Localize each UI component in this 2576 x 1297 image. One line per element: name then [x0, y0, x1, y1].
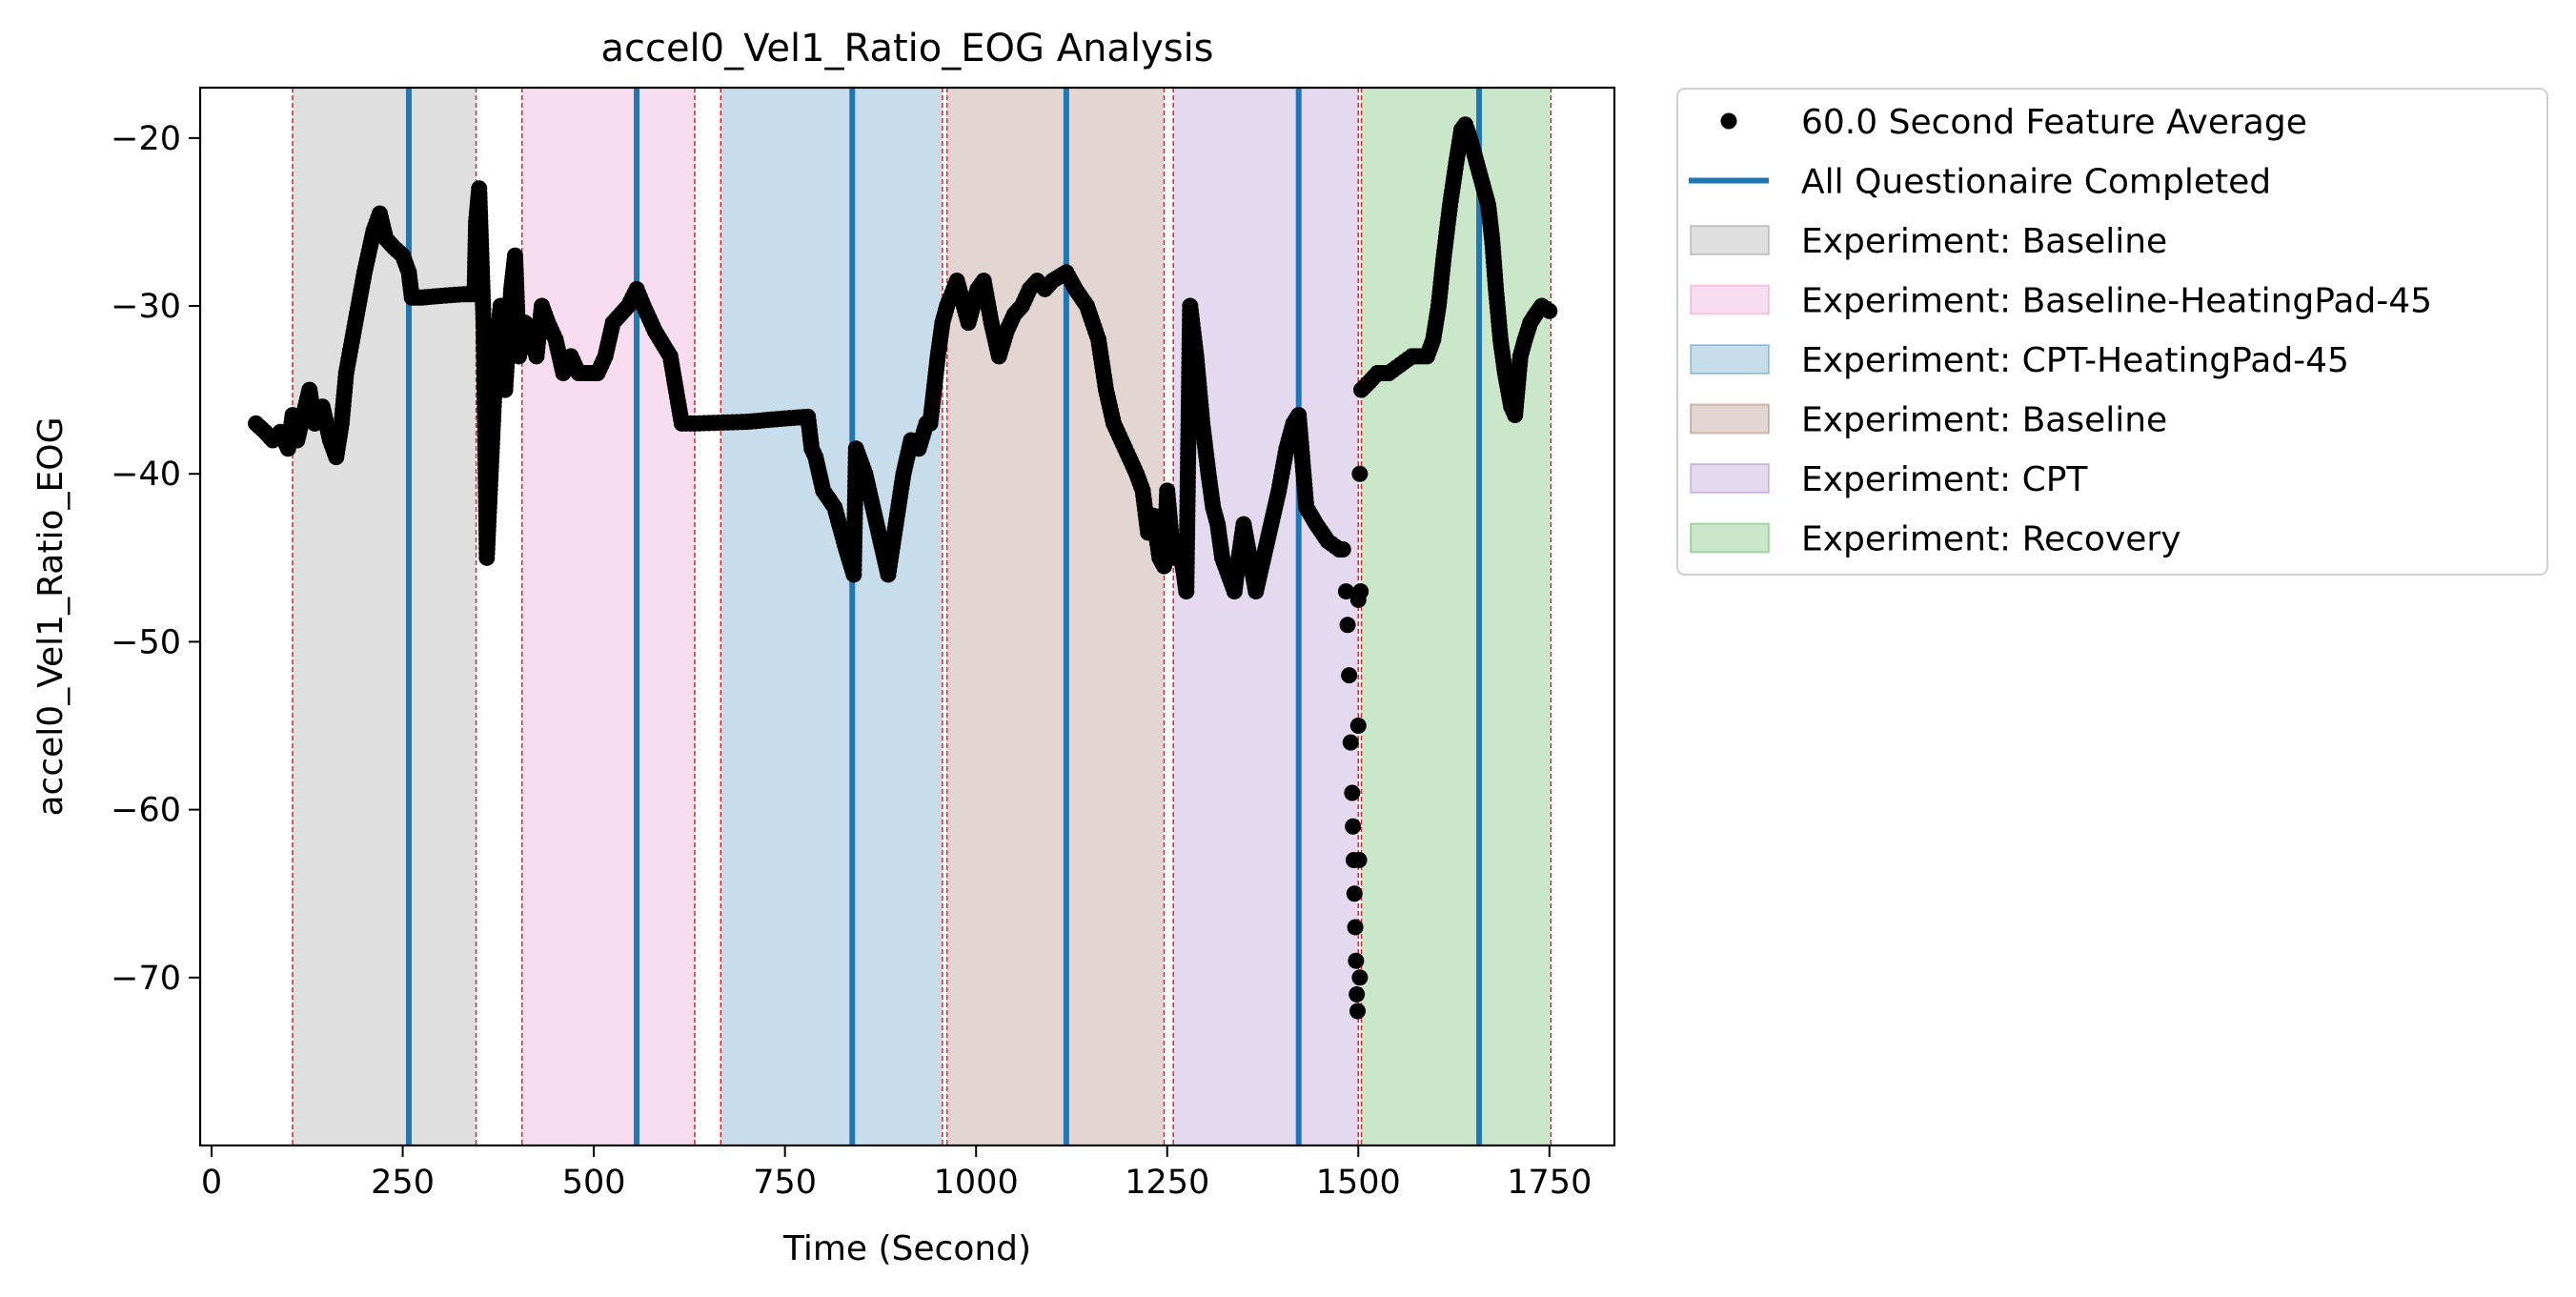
x-tick-label-5: 1250 — [1125, 1164, 1209, 1202]
legend-label-5: Experiment: Baseline — [1801, 401, 2167, 440]
x-tick-label-4: 1000 — [934, 1164, 1019, 1202]
legend-frame — [1676, 88, 2548, 576]
experiment-span-5 — [1361, 88, 1552, 1145]
data-points — [248, 116, 1558, 1020]
experiment-span-4 — [1173, 88, 1359, 1145]
legend-patch-6 — [1690, 463, 1770, 494]
data-point-1116 — [1334, 541, 1351, 558]
legend-patch-2 — [1690, 225, 1770, 255]
data-point-1133 — [1351, 465, 1369, 482]
legend-marker-0 — [1720, 112, 1737, 130]
data-point-1303 — [1541, 302, 1558, 319]
legend-patch-4 — [1690, 344, 1770, 375]
y-tick-label-0: −20 — [111, 120, 181, 158]
data-point-1132 — [1351, 969, 1369, 986]
data-point-1131 — [1350, 851, 1368, 868]
data-point-1120 — [1342, 734, 1359, 751]
legend-label-3: Experiment: Baseline-HeatingPad-45 — [1801, 282, 2432, 321]
chart-title: accel0_Vel1_Ratio_EOG Analysis — [600, 27, 1213, 71]
plot-frame — [198, 86, 1616, 1147]
experiment-span-2 — [720, 88, 943, 1145]
x-tick-label-2: 500 — [562, 1164, 626, 1202]
experiment-spans — [293, 88, 1552, 1145]
legend-patch-3 — [1690, 284, 1770, 315]
legend-label-6: Experiment: CPT — [1801, 460, 2088, 499]
legend-label-2: Experiment: Baseline — [1801, 222, 2167, 261]
data-point-1122 — [1345, 818, 1362, 835]
data-point-1125 — [1347, 919, 1364, 936]
data-point-1134 — [1352, 583, 1369, 600]
y-tick-label-5: −70 — [111, 960, 181, 998]
y-tick-label-2: −40 — [111, 456, 181, 494]
data-point-1126 — [1348, 952, 1365, 969]
data-point-1124 — [1346, 885, 1363, 902]
x-tick-label-7: 1750 — [1507, 1164, 1592, 1202]
data-point-1117 — [1337, 583, 1354, 600]
x-tick-label-6: 1500 — [1316, 1164, 1401, 1202]
data-point-1118 — [1339, 617, 1356, 634]
x-axis-label: Time (Second) — [782, 1229, 1031, 1268]
experiment-span-0 — [293, 88, 477, 1145]
data-point-1119 — [1341, 667, 1358, 684]
y-tick-label-3: −50 — [111, 623, 181, 661]
legend-label-0: 60.0 Second Feature Average — [1801, 103, 2307, 142]
legend-patch-7 — [1690, 522, 1770, 554]
data-point-1130 — [1349, 718, 1367, 735]
experiment-span-1 — [521, 88, 695, 1145]
legend-label-4: Experiment: CPT-HeatingPad-45 — [1801, 341, 2349, 380]
data-point-1127 — [1349, 985, 1366, 1003]
x-axis-ticks: 0 250 500 750 1000 1250 1500 1750 — [201, 1145, 1592, 1202]
y-axis-ticks: −20 −30 −40 −50 −60 −70 — [111, 120, 200, 998]
legend-label-7: Experiment: Recovery — [1801, 520, 2181, 559]
x-tick-label-0: 0 — [201, 1164, 222, 1202]
experiment-span-3 — [946, 88, 1165, 1145]
y-axis-label: accel0_Vel1_Ratio_EOG — [31, 417, 71, 817]
legend: 60.0 Second Feature Average All Questiona… — [1676, 88, 2548, 576]
legend-label-1: All Questionaire Completed — [1801, 163, 2271, 202]
legend-patch-5 — [1690, 403, 1770, 435]
x-tick-label-1: 250 — [371, 1164, 435, 1202]
data-point-1128 — [1349, 1003, 1366, 1020]
y-tick-label-1: −30 — [111, 288, 181, 326]
data-point-1121 — [1344, 784, 1361, 801]
y-tick-label-4: −60 — [111, 792, 181, 830]
x-tick-label-3: 750 — [753, 1164, 817, 1202]
